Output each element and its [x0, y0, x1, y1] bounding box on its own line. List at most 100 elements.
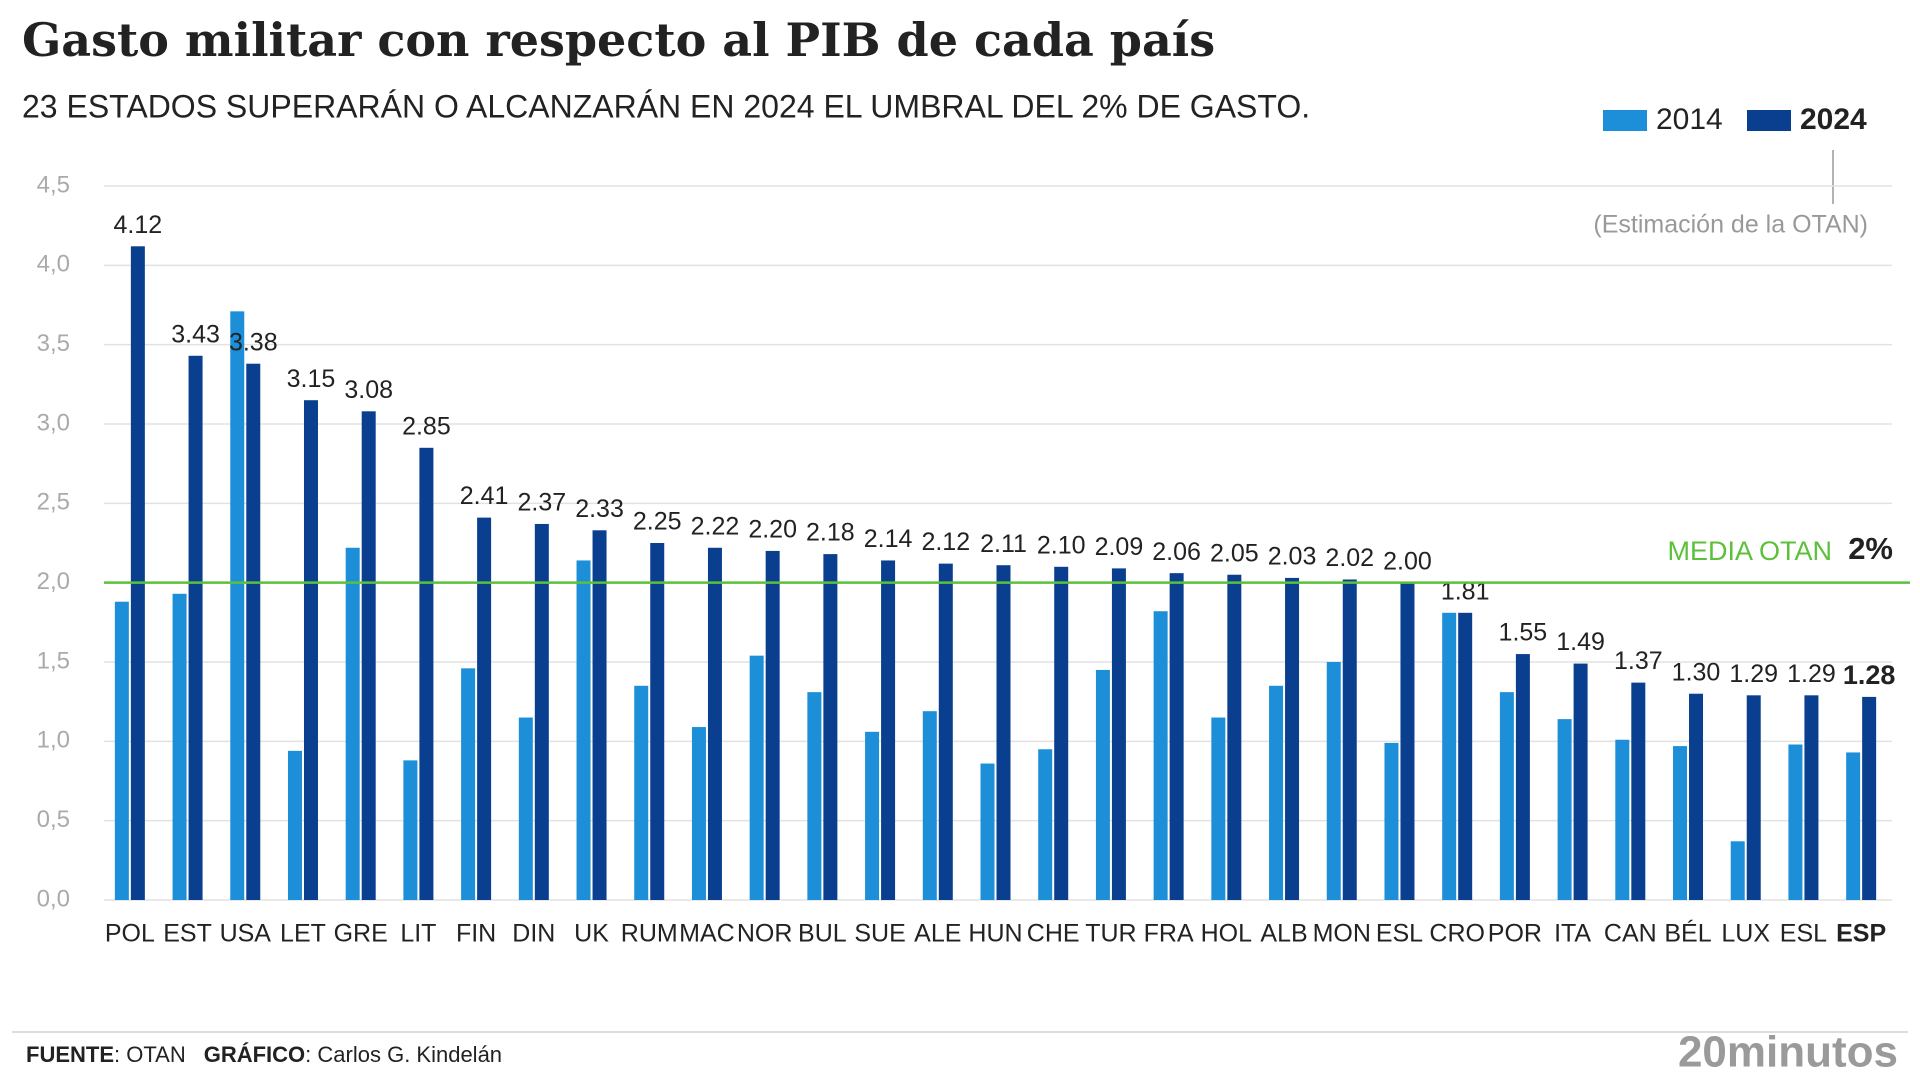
value-label: 2.10 [1037, 531, 1086, 559]
bar [1038, 749, 1053, 900]
value-label: 3.08 [344, 376, 393, 404]
value-label: 3.38 [229, 328, 278, 356]
x-tick-label: POR [1488, 920, 1542, 948]
bar [881, 560, 896, 900]
y-tick-label: 1,5 [37, 647, 70, 674]
value-label: 1.29 [1787, 660, 1836, 688]
source: FUENTE: OTAN GRÁFICO: Carlos G. Kindelán [26, 1042, 502, 1067]
bar [1153, 611, 1168, 900]
value-label: 2.02 [1325, 544, 1374, 572]
y-tick-label: 4,0 [37, 251, 70, 278]
legend-label: 2024 [1800, 103, 1867, 136]
value-label: 1.37 [1614, 647, 1663, 675]
bar [1788, 744, 1803, 900]
bar [1730, 841, 1745, 900]
bar [807, 692, 822, 900]
value-label: 2.41 [460, 482, 509, 510]
bar [634, 685, 649, 900]
x-tick-label: TUR [1085, 920, 1136, 948]
bar [419, 447, 434, 900]
bar [1442, 612, 1457, 900]
legend-swatch [1747, 110, 1791, 131]
x-tick-label: USA [220, 920, 272, 948]
y-tick-label: 1,0 [37, 727, 70, 754]
x-tick-label: ALB [1260, 920, 1307, 948]
value-label: 2.03 [1268, 543, 1317, 571]
bar [1285, 577, 1300, 900]
bar [303, 400, 318, 900]
bar [1054, 566, 1069, 900]
bar [1573, 663, 1588, 900]
source-label: FUENTE [26, 1042, 114, 1067]
x-tick-label: BÉL [1664, 919, 1711, 948]
credit-text: : Carlos G. Kindelán [305, 1042, 502, 1067]
legend-swatch [1603, 110, 1647, 131]
legend-label: 2014 [1656, 103, 1723, 136]
bar [1615, 739, 1630, 900]
x-tick-label: LET [280, 920, 326, 948]
value-label: 1.55 [1499, 619, 1548, 647]
bar [1458, 612, 1473, 900]
bar [1515, 654, 1530, 900]
x-tick-label: ESL [1780, 920, 1827, 948]
x-tick-label: ALE [914, 920, 961, 948]
x-tick-label: HUN [968, 920, 1022, 948]
bar [361, 411, 376, 900]
source-text: : OTAN [114, 1042, 186, 1067]
bar [1326, 662, 1341, 900]
y-tick-label: 0,0 [37, 885, 70, 912]
bar [130, 246, 145, 900]
bar [1227, 574, 1242, 900]
bar [1342, 579, 1357, 900]
y-tick-label: 2,0 [37, 568, 70, 595]
bar [650, 543, 665, 900]
x-tick-label: SUE [854, 920, 905, 948]
bar [922, 711, 937, 900]
bar [246, 363, 261, 900]
x-tick-label: POL [105, 920, 155, 948]
bar [1746, 695, 1761, 900]
bar [188, 355, 203, 901]
x-tick-label: GRE [334, 920, 388, 948]
bar [1269, 685, 1284, 900]
bar [534, 523, 549, 900]
bar [518, 717, 533, 900]
bar [765, 550, 780, 900]
bar [1499, 692, 1514, 900]
bar [1804, 695, 1819, 900]
x-tick-label: ITA [1554, 920, 1591, 948]
bar [749, 655, 764, 900]
value-label: 3.15 [287, 365, 336, 393]
bar [345, 547, 360, 900]
x-tick-label: MON [1313, 920, 1371, 948]
bar [403, 760, 418, 900]
x-tick-label: FIN [456, 920, 496, 948]
value-label: 2.11 [980, 530, 1027, 558]
x-tick-label: FRA [1144, 920, 1194, 948]
bar [461, 668, 476, 900]
value-label: 4.12 [114, 211, 163, 239]
x-tick-label: HOL [1201, 920, 1253, 948]
x-tick-label: RUM [621, 920, 678, 948]
bar [172, 593, 187, 900]
x-tick-label: NOR [737, 920, 793, 948]
y-tick-label: 3,5 [37, 330, 70, 357]
bar [996, 565, 1011, 900]
credit-label: GRÁFICO [204, 1042, 305, 1067]
y-tick-label: 0,5 [37, 806, 70, 833]
value-label: 3.43 [171, 320, 220, 348]
y-tick-label: 3,0 [37, 409, 70, 436]
value-label: 1.30 [1672, 658, 1721, 686]
value-label: 1.29 [1729, 660, 1778, 688]
value-label: 2.09 [1095, 533, 1144, 561]
x-tick-label: MAC [679, 920, 735, 948]
logo: 20minutos [1678, 1028, 1898, 1077]
x-tick-label: ESP [1836, 920, 1886, 948]
value-label: 1.49 [1556, 628, 1605, 656]
bar [691, 727, 706, 900]
value-label: 2.00 [1383, 547, 1432, 575]
bar [1169, 573, 1184, 900]
reference-label: MEDIA OTAN [1667, 536, 1832, 566]
bar [230, 311, 245, 900]
value-label: 2.05 [1210, 539, 1259, 567]
